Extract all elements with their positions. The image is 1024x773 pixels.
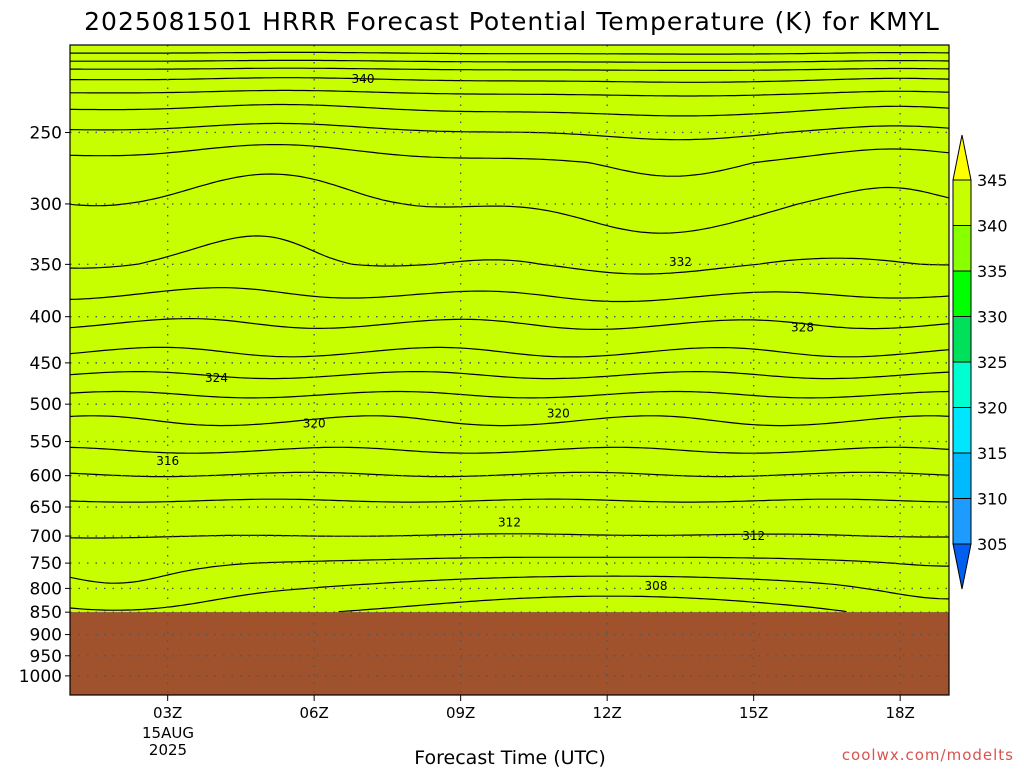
y-tick-label-850: 850 xyxy=(30,603,62,623)
isentrope-338 xyxy=(69,122,950,141)
colorbar-label-325: 325 xyxy=(977,353,1008,372)
date-label-year: 2025 xyxy=(149,741,187,759)
isentrope-316 xyxy=(69,471,950,478)
y-tick-label-350: 350 xyxy=(30,255,62,275)
colorbar-label-335: 335 xyxy=(977,262,1008,281)
contour-label-308: 308 xyxy=(645,579,668,593)
y-tick-label-600: 600 xyxy=(30,467,62,487)
contour-label-340: 340 xyxy=(352,72,375,86)
isentrope-332 xyxy=(70,235,949,275)
contour-label-316: 316 xyxy=(156,454,179,468)
contour-labels: 340 332 328 324 320 320 316 312 312 308 xyxy=(156,72,814,593)
y-tick-label-650: 650 xyxy=(30,498,62,518)
isentrope-346 xyxy=(70,67,950,71)
contour-label-324: 324 xyxy=(205,371,228,385)
y-tick-label-550: 550 xyxy=(30,433,62,453)
x-tick-label-18Z: 18Z xyxy=(885,704,914,722)
colorbar-segment xyxy=(952,452,972,499)
isentrope-330 xyxy=(69,287,950,303)
x-tick-label-03Z: 03Z xyxy=(153,704,182,722)
colorbar-label-330: 330 xyxy=(977,308,1008,327)
colorbar-segment xyxy=(952,179,972,226)
contour-label-320: 320 xyxy=(547,406,570,420)
isentrope-318 xyxy=(69,446,950,454)
colorbar-bottom-arrow xyxy=(952,543,972,590)
plot-frame xyxy=(69,44,950,696)
colorbar-segment xyxy=(952,361,972,408)
colorbar-segment xyxy=(952,316,972,363)
isentrope-306 xyxy=(338,595,847,613)
colorbar-label-310: 310 xyxy=(977,490,1008,509)
colorbar-label-345: 345 xyxy=(977,171,1008,190)
isentrope-320 xyxy=(69,415,950,427)
x-axis-title: Forecast Time (UTC) xyxy=(414,747,605,768)
x-tick-label-09Z: 09Z xyxy=(446,704,475,722)
colorbar-label-305: 305 xyxy=(977,535,1008,554)
y-tick-label-450: 450 xyxy=(30,354,62,374)
isentrope-348 xyxy=(70,59,950,63)
y-tick-label-250: 250 xyxy=(30,123,62,143)
colorbar-legend: 345 340 335 330 325 320 315 310 305 xyxy=(952,134,1008,590)
isentrope-328 xyxy=(69,318,950,330)
colorbar-label-315: 315 xyxy=(977,444,1008,463)
chart-title: 2025081501 HRRR Forecast Potential Tempe… xyxy=(84,7,940,36)
colorbar-segment xyxy=(952,407,972,454)
isentrope-336 xyxy=(69,144,950,177)
colorbar-segment xyxy=(952,225,972,272)
isentrope-324 xyxy=(69,371,950,380)
y-tick-label-300: 300 xyxy=(30,195,62,215)
isentrope-340 xyxy=(70,103,950,117)
isentrope-314 xyxy=(69,498,950,503)
y-tick-label-400: 400 xyxy=(30,308,62,328)
contour-lines xyxy=(69,51,950,613)
colorbar-label-340: 340 xyxy=(977,217,1008,236)
isentrope-322 xyxy=(69,390,950,399)
colorbar-segment xyxy=(952,270,972,317)
isentrope-312 xyxy=(69,533,949,539)
x-tick-label-06Z: 06Z xyxy=(299,704,328,722)
y-tick-label-1000: 1000 xyxy=(19,667,62,687)
isentrope-326 xyxy=(69,346,950,358)
x-axis-time: 03Z 06Z 09Z 12Z 15Z 18Z xyxy=(153,695,915,722)
y-tick-label-750: 750 xyxy=(30,554,62,574)
colorbar-segment xyxy=(952,498,972,545)
date-label-day: 15AUG xyxy=(142,724,194,742)
contour-label-332: 332 xyxy=(669,255,692,269)
x-tick-label-12Z: 12Z xyxy=(592,704,621,722)
isentrope-310 xyxy=(69,556,949,584)
contour-label-312: 312 xyxy=(742,529,765,543)
isentrope-344 xyxy=(70,77,950,83)
y-axis-pressure: 250 300 350 400 450 500 550 600 650 700 750 800 850 9… xyxy=(19,123,70,687)
x-tick-label-15Z: 15Z xyxy=(739,704,768,722)
y-tick-label-900: 900 xyxy=(30,626,62,646)
isentrope-308 xyxy=(69,575,950,611)
ground-below-surface xyxy=(70,612,949,695)
contour-label-328: 328 xyxy=(791,320,814,334)
y-tick-label-500: 500 xyxy=(30,395,62,415)
plot-area: 340 332 328 324 320 320 316 312 312 308 xyxy=(69,44,950,696)
isentrope-334 xyxy=(69,173,950,234)
isentrope-350 xyxy=(70,51,950,55)
y-tick-label-950: 950 xyxy=(30,647,62,667)
colorbar-top-arrow xyxy=(952,134,972,181)
contour-label-320: 320 xyxy=(303,416,326,430)
y-tick-label-800: 800 xyxy=(30,579,62,599)
temperature-fill-bands xyxy=(70,45,949,695)
contour-label-312: 312 xyxy=(498,515,521,529)
isentrope-342 xyxy=(70,89,950,97)
colorbar-label-320: 320 xyxy=(977,399,1008,418)
credit-link[interactable]: coolwx.com/modelts xyxy=(842,746,1014,764)
y-tick-label-700: 700 xyxy=(30,527,62,547)
